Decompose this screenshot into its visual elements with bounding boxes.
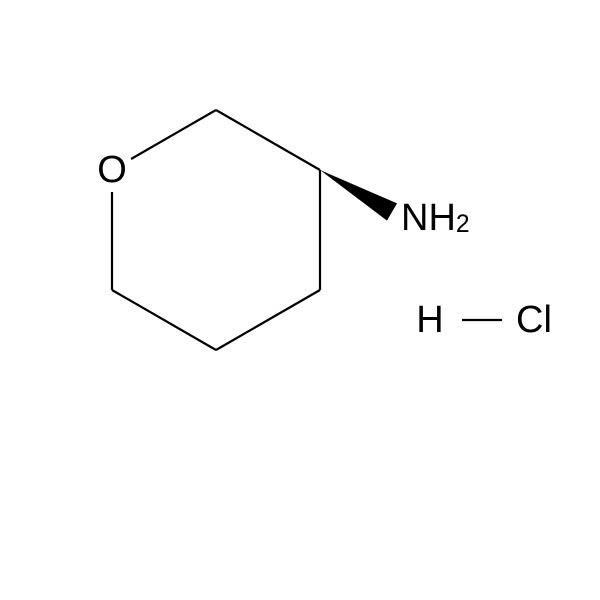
figure-background [0, 0, 600, 600]
atom-label-hydrogen: H [416, 299, 443, 341]
atom-label-chlorine: Cl [516, 299, 552, 341]
atom-label-oxygen: O [97, 149, 127, 191]
chemical-structure-figure: ONH2HCl [0, 0, 600, 600]
